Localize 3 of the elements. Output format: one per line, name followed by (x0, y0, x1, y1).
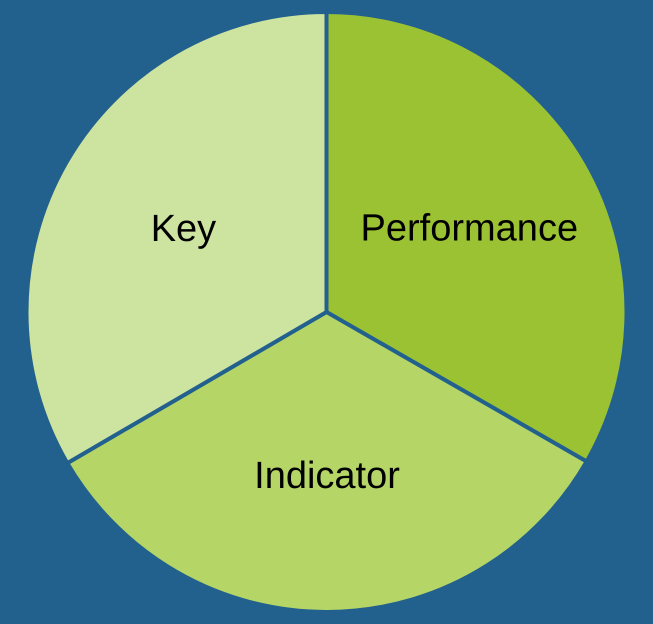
slice-label: Key (150, 208, 216, 250)
slice-label: Indicator (254, 455, 400, 497)
slice-label: Performance (360, 207, 578, 250)
